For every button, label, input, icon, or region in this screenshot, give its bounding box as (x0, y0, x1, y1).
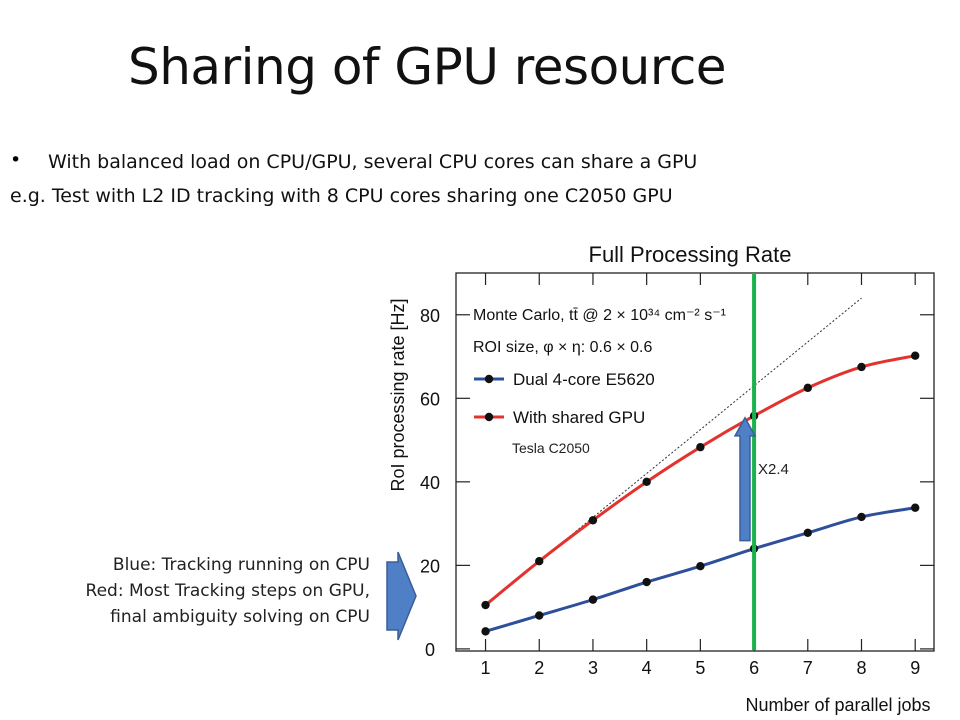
data-point (911, 351, 920, 360)
chart-title: Full Processing Rate (589, 242, 792, 267)
data-point (535, 611, 544, 620)
data-point (911, 503, 920, 512)
bullet-text: With balanced load on CPU/GPU, several C… (48, 151, 698, 173)
plot-frame (455, 272, 935, 652)
data-point (857, 512, 866, 522)
x-tick-label: 6 (749, 658, 759, 678)
color-explanation: Blue: Tracking running on CPU Red: Most … (86, 552, 370, 630)
annotation-monte-carlo: Monte Carlo, tt̄ @ 2 × 10³⁴ cm⁻² s⁻¹ (473, 307, 726, 324)
data-point (696, 442, 705, 452)
data-point (535, 556, 544, 566)
note-line-cpu: final ambiguity solving on CPU (110, 607, 370, 627)
legend-label-0: Dual 4-core E5620 (513, 370, 655, 389)
y-axis-label: RoI processing rate [Hz] (388, 298, 408, 491)
y-tick-label: 60 (420, 389, 440, 409)
x-tick-label: 7 (803, 658, 813, 678)
gpu-model-label: Tesla C2050 (512, 440, 590, 456)
x-tick-label: 9 (910, 658, 920, 678)
x-tick-label: 3 (588, 658, 598, 678)
y-tick-label: 40 (420, 473, 440, 493)
y-tick-label: 0 (425, 640, 435, 660)
slide-title: Sharing of GPU resource (128, 38, 727, 96)
bullet-dot-icon: • (10, 149, 22, 171)
x-tick-label: 5 (695, 658, 705, 678)
data-point (588, 516, 598, 525)
legend-label-1: With shared GPU (513, 408, 645, 427)
data-point (642, 577, 651, 587)
example-text: e.g. Test with L2 ID tracking with 8 CPU… (10, 185, 673, 207)
speedup-up-arrow-icon (733, 416, 757, 542)
right-arrow-icon (386, 551, 417, 641)
legend-marker-1 (484, 412, 494, 422)
note-line-red: Red: Most Tracking steps on GPU, (85, 581, 370, 601)
data-point (588, 595, 598, 604)
x-tick-label: 2 (534, 658, 544, 678)
data-point (696, 562, 705, 571)
data-point (481, 600, 490, 610)
legend-marker-0 (484, 374, 494, 384)
note-line-blue: Blue: Tracking running on CPU (112, 555, 370, 575)
data-point (481, 627, 490, 636)
y-tick-label: 80 (420, 306, 440, 326)
x-tick-label: 1 (481, 658, 491, 678)
x-axis-label: Number of parallel jobs (745, 695, 930, 715)
speedup-factor-label: X2.4 (758, 461, 789, 478)
data-point (803, 383, 812, 393)
x-tick-label: 8 (856, 658, 866, 678)
x-tick-label: 4 (642, 658, 652, 678)
data-point (803, 528, 812, 537)
y-tick-label: 20 (420, 556, 440, 576)
data-point (642, 477, 651, 487)
annotation-roi-size: ROI size, φ × η: 0.6 × 0.6 (473, 339, 652, 356)
data-point (857, 362, 866, 372)
